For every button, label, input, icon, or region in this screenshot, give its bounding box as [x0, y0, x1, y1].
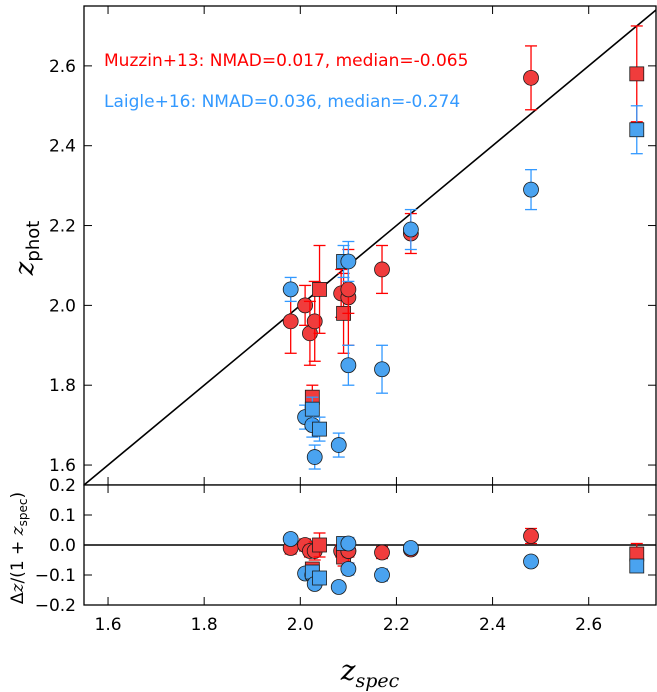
top-y-tick-label: 2.0 [49, 296, 76, 316]
x-tick-label: 2.2 [383, 615, 410, 635]
laigle-point-circle [340, 253, 357, 270]
x-axis-label-zspec: zspec [340, 654, 400, 692]
bottom-y-tick-label: 0.0 [49, 536, 76, 556]
muzzin-point-circle [282, 313, 299, 330]
laigle-point-square [312, 570, 327, 586]
x-tick-label: 2.0 [287, 615, 314, 635]
laigle-point-circle [306, 449, 323, 465]
laigle-point-circle [523, 181, 539, 198]
muzzin-point-circle [523, 69, 539, 86]
x-tick-label: 1.6 [95, 615, 122, 635]
laigle-point-circle [340, 535, 357, 552]
laigle-point-circle [402, 221, 419, 238]
laigle-point-square [304, 401, 320, 417]
top-panel: Muzzin+13: NMAD=0.017, median=-0.065 Lai… [10, 5, 657, 486]
top-y-tick-label: 2.4 [49, 137, 76, 157]
bottom-y-tick-label: −0.2 [35, 596, 76, 616]
laigle-point-square [629, 558, 645, 574]
x-tick-label: 1.8 [191, 615, 218, 635]
laigle-point-circle [374, 361, 390, 378]
laigle-point-circle [402, 540, 419, 556]
x-tick-label: 2.4 [479, 615, 506, 635]
muzzin-point-circle [306, 313, 323, 330]
y-axis-label-zphot: zphot [10, 221, 44, 277]
annotation-laigle: Laigle+16: NMAD=0.036, median=-0.274 [104, 92, 460, 112]
identity-line [83, 9, 657, 486]
muzzin-point-circle [374, 261, 390, 278]
top-y-tick-label: 2.2 [49, 217, 76, 237]
bottom-y-tick-label: −0.1 [35, 566, 76, 586]
muzzin-point-square [629, 66, 645, 82]
bottom-panel: −0.2 −0.1 0.0 0.1 0.2 1.6 1.8 2.0 2.2 2.4 2.6 Δz/… [8, 476, 657, 692]
laigle-point-circle [340, 561, 357, 577]
laigle-point-circle [340, 357, 357, 374]
laigle-point-circle [374, 567, 390, 583]
top-y-tick-label: 1.8 [49, 376, 76, 396]
laigle-point-square [312, 421, 327, 437]
annotation-muzzin: Muzzin+13: NMAD=0.017, median=-0.065 [104, 51, 468, 71]
top-y-tick-label: 2.6 [49, 57, 76, 77]
muzzin-point-circle [374, 544, 390, 561]
laigle-point-square [629, 122, 645, 138]
muzzin-point-square [312, 282, 327, 297]
y-axis-label-residual: Δz/(1 + zspec) [8, 492, 30, 604]
laigle-point-circle [330, 579, 347, 595]
top-y-tick-label: 1.6 [49, 456, 76, 476]
laigle-point-circle [282, 281, 299, 298]
x-tick-label: 2.6 [575, 615, 602, 635]
bottom-y-tick-label: 0.2 [49, 476, 76, 496]
laigle-point-circle [282, 531, 299, 547]
bottom-y-tick-label: 0.1 [49, 506, 76, 526]
muzzin-point-circle [523, 528, 539, 544]
muzzin-point-circle [340, 281, 357, 298]
laigle-point-circle [330, 437, 347, 453]
laigle-point-circle [523, 553, 539, 570]
muzzin-point-square [312, 537, 327, 553]
